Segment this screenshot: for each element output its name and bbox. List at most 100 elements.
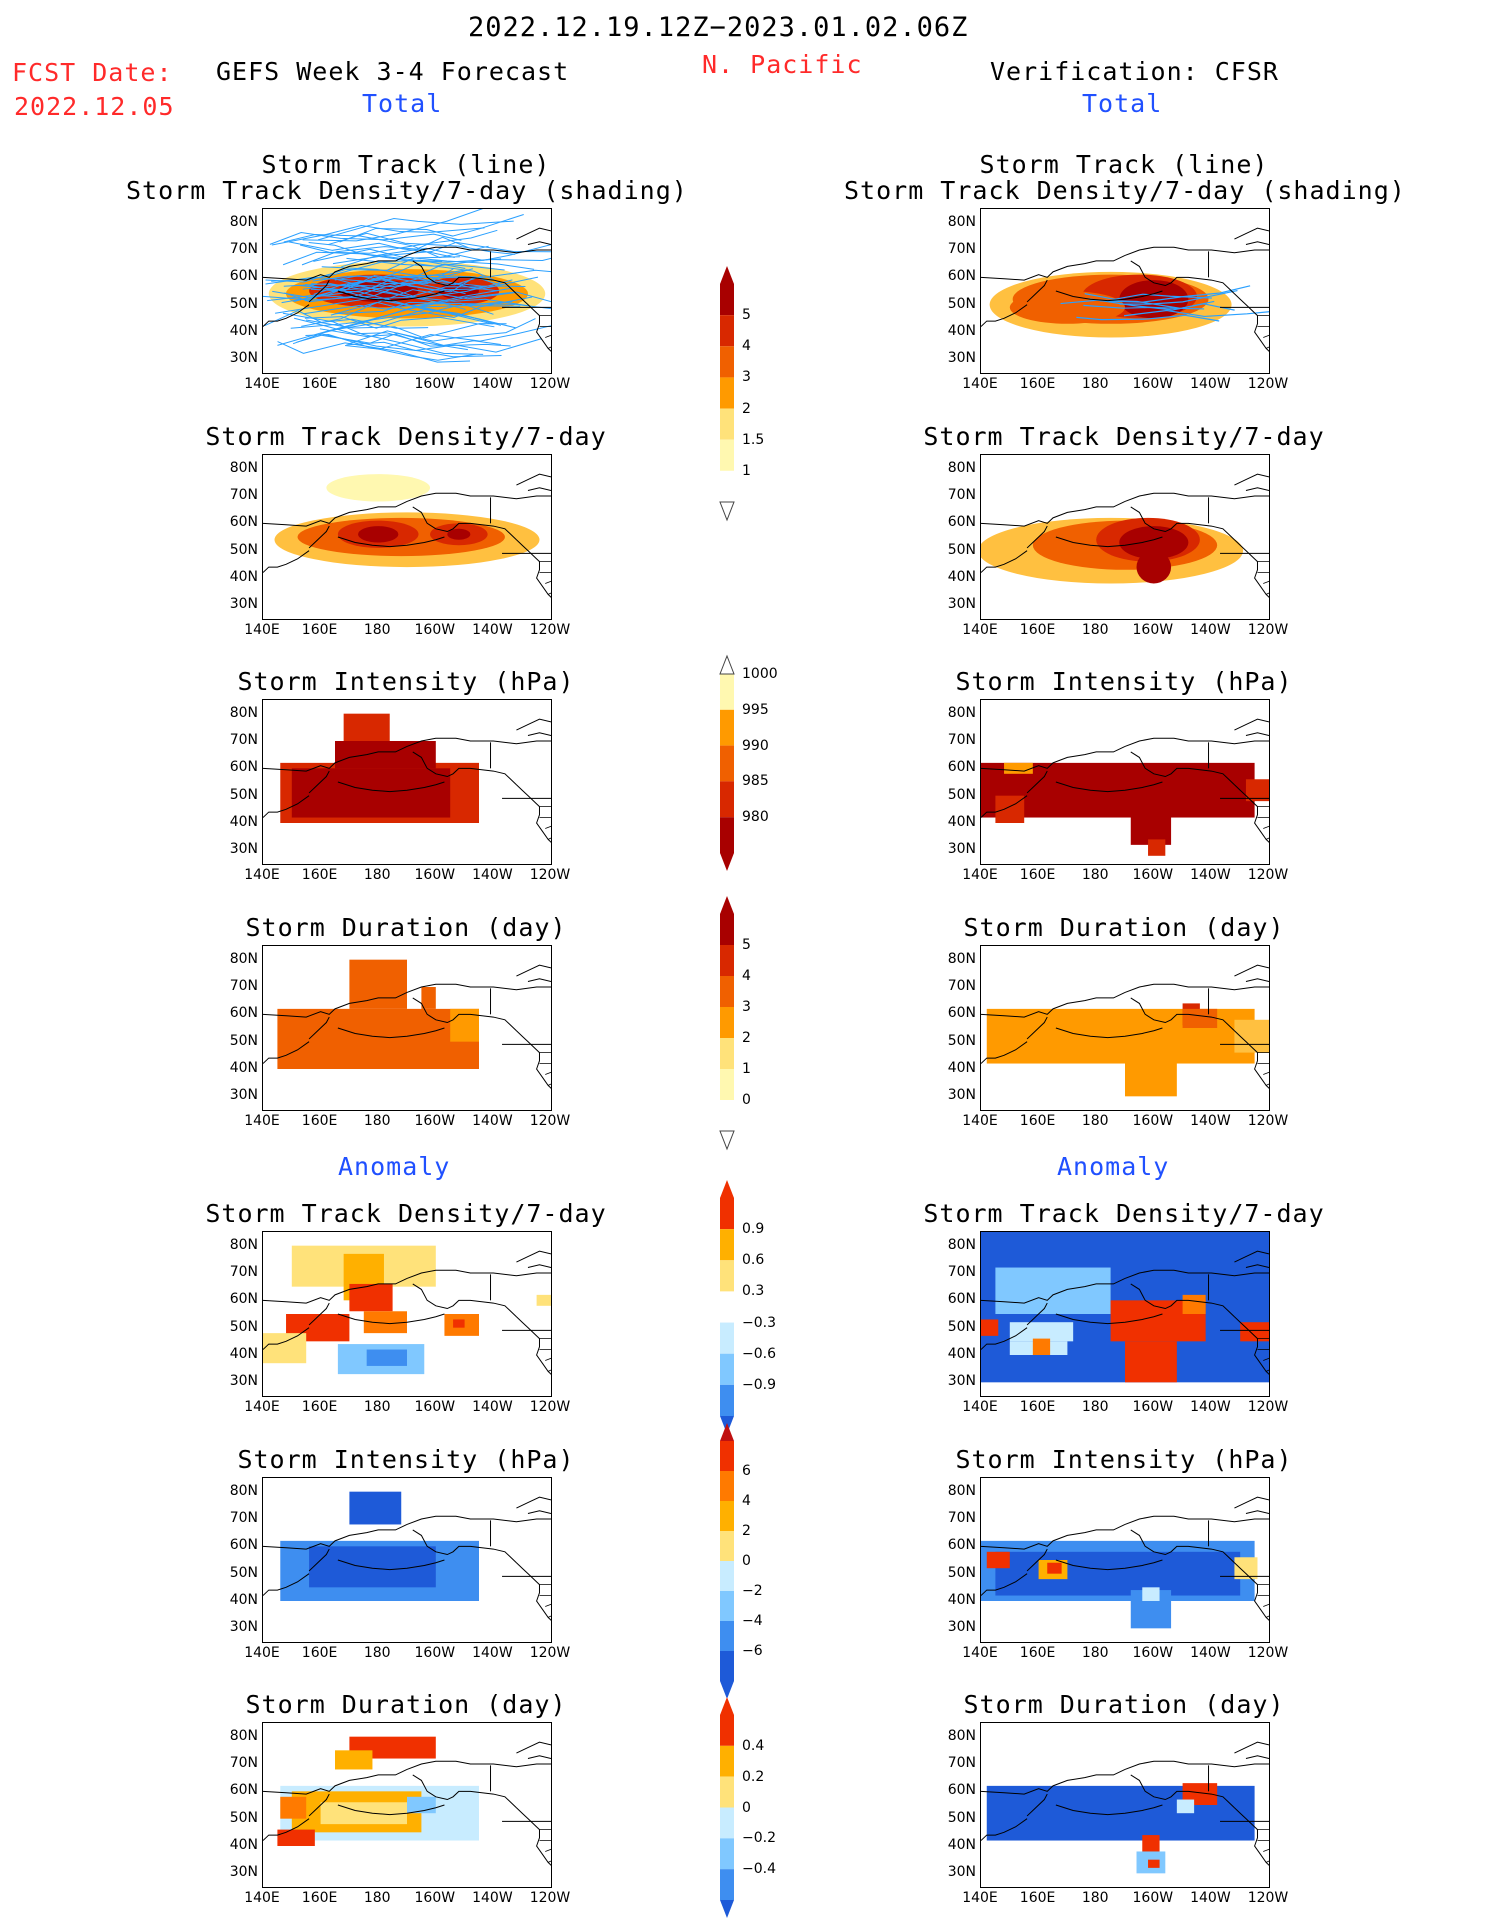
map-panel-verify-anom-duration xyxy=(980,1722,1270,1888)
coastline xyxy=(1026,1302,1048,1326)
map-verify-total-intensity xyxy=(981,718,1269,856)
coastline xyxy=(1124,737,1269,747)
lat-tick-label: 70N xyxy=(947,978,976,994)
lon-tick-label: 160E xyxy=(301,622,338,638)
lon-tick-label: 120W xyxy=(1247,376,1289,392)
grid-cell xyxy=(1240,1322,1269,1342)
storm-track-line xyxy=(288,241,455,259)
coastline xyxy=(1130,1774,1235,1809)
lat-tick-label: 60N xyxy=(947,759,976,776)
colorbar-label: 6 xyxy=(742,1463,751,1479)
state-border xyxy=(545,825,551,829)
right-anomaly-label: Anomaly xyxy=(1057,1152,1170,1181)
lon-tick-label: 180 xyxy=(1081,1399,1109,1415)
coastline xyxy=(981,550,1028,573)
lon-tick-label: 180 xyxy=(363,376,391,392)
lat-tick-label: 70N xyxy=(229,1264,258,1280)
coastline xyxy=(1234,1562,1269,1621)
coastline xyxy=(516,1741,551,1754)
lat-tick-label: 60N xyxy=(947,514,976,531)
grid-cell xyxy=(421,987,436,1009)
coastline xyxy=(1130,1529,1235,1564)
lon-tick-label: 140W xyxy=(472,1645,513,1661)
grid-cell xyxy=(335,1750,373,1770)
coastline xyxy=(1026,1548,1048,1572)
coastline xyxy=(308,770,330,794)
colorbar-label: 0 xyxy=(742,1092,751,1108)
colorbar-arrow xyxy=(720,1900,734,1918)
lat-tick-label: 80N xyxy=(229,950,258,967)
right-column-title: Verification: CFSR xyxy=(990,57,1279,86)
coastline xyxy=(1234,1496,1269,1509)
lat-tick-label: 50N xyxy=(229,786,258,803)
colorbar-arrow xyxy=(720,1681,734,1699)
lon-tick-label: 160W xyxy=(414,1399,456,1415)
lon-tick-label: 140W xyxy=(472,867,513,883)
state-border xyxy=(1263,1357,1269,1361)
colorbar-label: 4 xyxy=(742,968,751,984)
colorbar-segment xyxy=(720,1260,734,1292)
storm-track-line xyxy=(272,282,466,299)
map-panel-forecast-total-density xyxy=(262,454,552,620)
colorbar-intensity-anom xyxy=(720,1423,734,1699)
colorbar-arrow xyxy=(719,1130,735,1151)
lon-tick-label: 160W xyxy=(1132,1645,1174,1661)
lon-tick-label: 160W xyxy=(1132,1113,1174,1129)
lon-tick-label: 140W xyxy=(472,1890,513,1906)
coastline xyxy=(263,1818,310,1841)
lat-tick-label: 70N xyxy=(229,241,258,257)
lat-tick-label: 80N xyxy=(229,1482,258,1499)
lon-tick-label: 180 xyxy=(1081,867,1109,883)
colorbar-segment xyxy=(720,315,734,347)
lon-tick-label: 120W xyxy=(1247,1890,1289,1906)
fcst-date-label: FCST Date: xyxy=(12,58,173,87)
map-forecast-total-track xyxy=(263,209,551,363)
storm-track-line xyxy=(282,312,484,355)
lon-tick-label: 140W xyxy=(1190,376,1231,392)
grid-cell xyxy=(291,768,451,818)
lat-tick-label: 60N xyxy=(229,514,258,531)
state-border xyxy=(1265,346,1269,349)
coastline xyxy=(1055,781,1163,793)
lat-tick-label: 40N xyxy=(947,1837,976,1853)
lon-tick-label: 180 xyxy=(1081,1890,1109,1906)
lat-tick-label: 30N xyxy=(947,350,976,367)
lat-tick-label: 70N xyxy=(229,1755,258,1771)
coastline xyxy=(981,992,1126,1018)
left-anomaly-label: Anomaly xyxy=(338,1152,451,1181)
colorbar-segment xyxy=(720,945,734,976)
lat-tick-label: 40N xyxy=(229,1837,258,1853)
state-border xyxy=(547,1615,551,1618)
state-border xyxy=(1265,592,1269,595)
lat-tick-label: 40N xyxy=(947,323,976,339)
lon-tick-label: 140W xyxy=(472,1113,513,1129)
grid-cell xyxy=(1182,1008,1218,1028)
lat-tick-label: 70N xyxy=(947,732,976,748)
storm-track-line xyxy=(339,214,524,243)
coastline xyxy=(1130,1283,1235,1318)
lon-tick-label: 160E xyxy=(301,1113,338,1129)
state-border xyxy=(545,580,551,584)
coastline xyxy=(1234,964,1269,977)
storm-track-line xyxy=(1123,309,1269,318)
panel-title: Storm Track Density/7-day xyxy=(205,1199,607,1228)
lon-tick-label: 180 xyxy=(1081,622,1109,638)
colorbar-segment xyxy=(720,817,734,853)
coastline xyxy=(1245,241,1269,246)
coastline xyxy=(1130,260,1235,295)
state-border xyxy=(545,1357,551,1361)
lon-tick-label: 140E xyxy=(962,1113,998,1129)
grid-cell xyxy=(349,959,407,1009)
colorbar-segment xyxy=(720,1384,734,1416)
lon-tick-label: 160E xyxy=(1019,1399,1056,1415)
coastline xyxy=(1234,539,1269,598)
grid-cell xyxy=(986,1551,1010,1569)
panel-title: Storm Duration (day) xyxy=(963,1690,1285,1719)
lat-tick-label: 30N xyxy=(229,1864,258,1881)
grid-cell xyxy=(453,1319,465,1328)
coastline xyxy=(981,1041,1028,1064)
map-panel-forecast-anom-intensity xyxy=(262,1477,552,1643)
coastline xyxy=(1234,1807,1269,1866)
colorbar-duration-total xyxy=(719,896,735,1151)
colorbar-label: −0.4 xyxy=(742,1861,776,1878)
